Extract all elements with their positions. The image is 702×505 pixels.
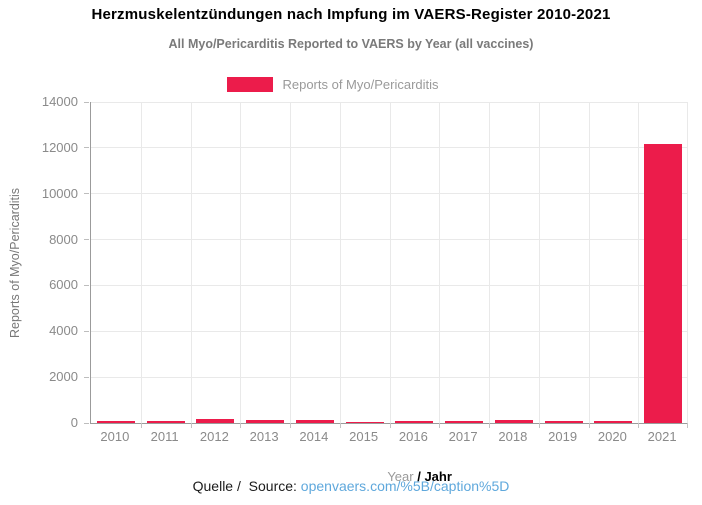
x-tick-label: 2012 [199, 429, 229, 444]
gridline-vertical [489, 102, 490, 423]
y-tick-label: 14000 [41, 94, 78, 109]
x-tick-label: 2021 [647, 429, 677, 444]
x-tick-label: 2010 [100, 429, 130, 444]
y-axis-ticks: 0 2000 4000 6000 8000 10000 12000 14000 [0, 94, 90, 430]
bar-2012 [196, 419, 235, 423]
x-tick-mark [489, 423, 490, 428]
gridline-vertical [588, 102, 590, 423]
gridline-vertical [190, 102, 192, 423]
source-link[interactable]: openvaers.com/%5B/caption%5D [300, 478, 510, 494]
bar-2019 [544, 420, 583, 423]
y-tick-mark [84, 376, 89, 378]
x-tick-label: 2020 [597, 429, 627, 444]
gridline-vertical [687, 102, 688, 423]
x-tick-mark [588, 423, 590, 428]
y-tick-label: 8000 [49, 231, 78, 247]
x-tick-label: 2019 [548, 429, 578, 444]
gridline-vertical [240, 102, 242, 423]
bar-2020 [594, 421, 633, 423]
x-axis-title: Year / Jahr [114, 454, 702, 499]
x-tick-label: 2014 [299, 429, 329, 444]
x-axis-labels: 2010 2011 2012 2013 2014 2015 2016 2017 2018 2019… [90, 429, 687, 447]
gridline-vertical [290, 102, 291, 423]
x-tick-mark [389, 423, 391, 428]
x-tick-label: 2011 [150, 429, 179, 444]
bar-2013 [246, 419, 285, 423]
x-tick-mark [190, 423, 192, 428]
bar-2014 [295, 420, 334, 423]
bar-2021 [644, 144, 683, 423]
y-tick-mark [84, 101, 89, 103]
y-tick-label: 4000 [49, 323, 78, 339]
x-tick-label: 2018 [498, 429, 528, 444]
x-axis-title-de: / Jahr [417, 469, 452, 484]
x-tick-label: 2017 [448, 429, 478, 444]
y-tick-label: 2000 [49, 369, 78, 385]
legend-swatch-icon [227, 77, 274, 92]
y-tick-mark [84, 284, 89, 286]
x-tick-mark [140, 423, 142, 428]
chart-subtitle: All Myo/Pericarditis Reported to VAERS b… [168, 37, 534, 51]
bar-2010 [96, 420, 135, 423]
source-label: Quelle / Source: [192, 478, 301, 494]
x-tick-mark [339, 423, 341, 428]
gridline-vertical [439, 102, 441, 423]
legend-label: Reports of Myo/Pericarditis [282, 77, 439, 92]
source-line: Quelle / Source: openvaers.com/%5B/capti… [0, 478, 702, 494]
legend: Reports of Myo/Pericarditis [0, 77, 684, 92]
x-tick-label: 2016 [398, 429, 428, 444]
x-tick-mark [538, 423, 540, 428]
y-tick-mark [84, 330, 89, 332]
x-tick-label: 2013 [249, 429, 279, 444]
y-tick-label: 12000 [41, 139, 78, 155]
gridline-vertical [389, 102, 391, 423]
plot-area [90, 102, 688, 428]
x-tick-mark [240, 423, 242, 428]
y-tick-label: 10000 [41, 185, 78, 201]
gridline-vertical [538, 102, 540, 423]
x-tick-mark [687, 423, 688, 428]
chart-title: Herzmuskelentzündungen nach Impfung im V… [91, 6, 611, 23]
x-tick-mark [439, 423, 441, 428]
y-tick-mark [84, 147, 89, 149]
x-tick-mark [290, 423, 291, 428]
x-axis-title-en: Year [387, 469, 414, 484]
x-tick-label: 2015 [349, 429, 379, 444]
gridline-vertical [140, 102, 142, 423]
bar-2015 [345, 421, 384, 423]
y-tick-label: 0 [70, 415, 78, 430]
bar-2016 [395, 421, 434, 423]
y-tick-label: 6000 [49, 277, 78, 293]
gridline-vertical [638, 102, 640, 423]
x-tick-mark [638, 423, 640, 428]
y-tick-mark [84, 193, 89, 195]
y-tick-mark [84, 422, 89, 424]
bar-2017 [445, 420, 484, 423]
y-tick-mark [84, 239, 89, 241]
bar-2011 [146, 420, 185, 423]
bar-2018 [494, 419, 533, 423]
gridline-vertical [339, 102, 341, 423]
